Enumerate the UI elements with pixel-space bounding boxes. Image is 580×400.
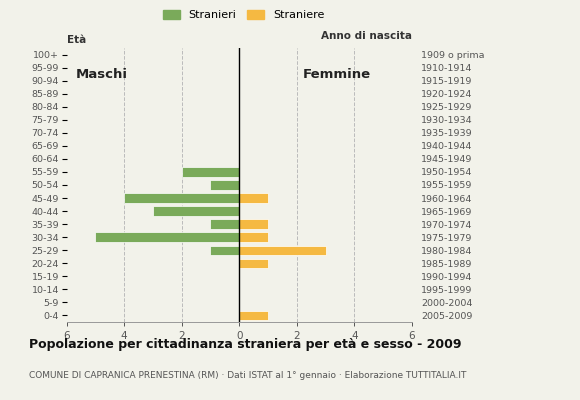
- Text: Popolazione per cittadinanza straniera per età e sesso - 2009: Popolazione per cittadinanza straniera p…: [29, 338, 462, 351]
- Bar: [153, 206, 239, 216]
- Bar: [211, 246, 239, 255]
- Bar: [239, 220, 268, 229]
- Bar: [239, 232, 268, 242]
- Bar: [239, 193, 268, 203]
- Text: Femmine: Femmine: [303, 68, 371, 81]
- Text: COMUNE DI CAPRANICA PRENESTINA (RM) · Dati ISTAT al 1° gennaio · Elaborazione TU: COMUNE DI CAPRANICA PRENESTINA (RM) · Da…: [29, 371, 466, 380]
- Bar: [96, 232, 239, 242]
- Legend: Stranieri, Straniere: Stranieri, Straniere: [158, 6, 329, 25]
- Bar: [124, 193, 239, 203]
- Text: Maschi: Maschi: [75, 68, 128, 81]
- Bar: [239, 311, 268, 320]
- Bar: [211, 220, 239, 229]
- Bar: [182, 167, 239, 177]
- Bar: [239, 246, 325, 255]
- Text: Età: Età: [67, 35, 86, 45]
- Bar: [211, 180, 239, 190]
- Bar: [239, 258, 268, 268]
- Text: Anno di nascita: Anno di nascita: [321, 31, 412, 41]
